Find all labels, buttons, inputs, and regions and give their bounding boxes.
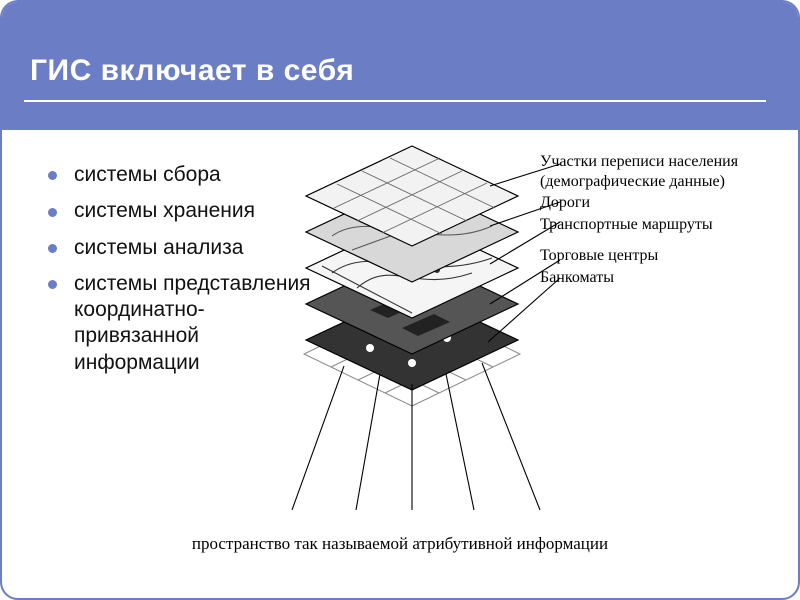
layers-diagram (262, 138, 572, 518)
legend-item: Участки переписи населения (демографичес… (540, 152, 780, 191)
slide-title: ГИС включает в себя (30, 54, 354, 88)
slide-frame: ГИС включает в себя системы сбора систем… (0, 0, 800, 600)
legend-item: Банкоматы (540, 268, 780, 288)
legend-item: Транспортные маршруты (540, 215, 780, 235)
title-bar: ГИС включает в себя (2, 2, 798, 130)
slide-body: системы сбора системы хранения системы а… (2, 130, 798, 598)
title-underline (24, 100, 766, 102)
legend: Участки переписи населения (демографичес… (540, 152, 780, 289)
diagram-caption: пространство так называемой атрибутивной… (2, 534, 798, 554)
legend-item: Дороги (540, 193, 780, 213)
legend-item: Торговые центры (540, 246, 780, 266)
